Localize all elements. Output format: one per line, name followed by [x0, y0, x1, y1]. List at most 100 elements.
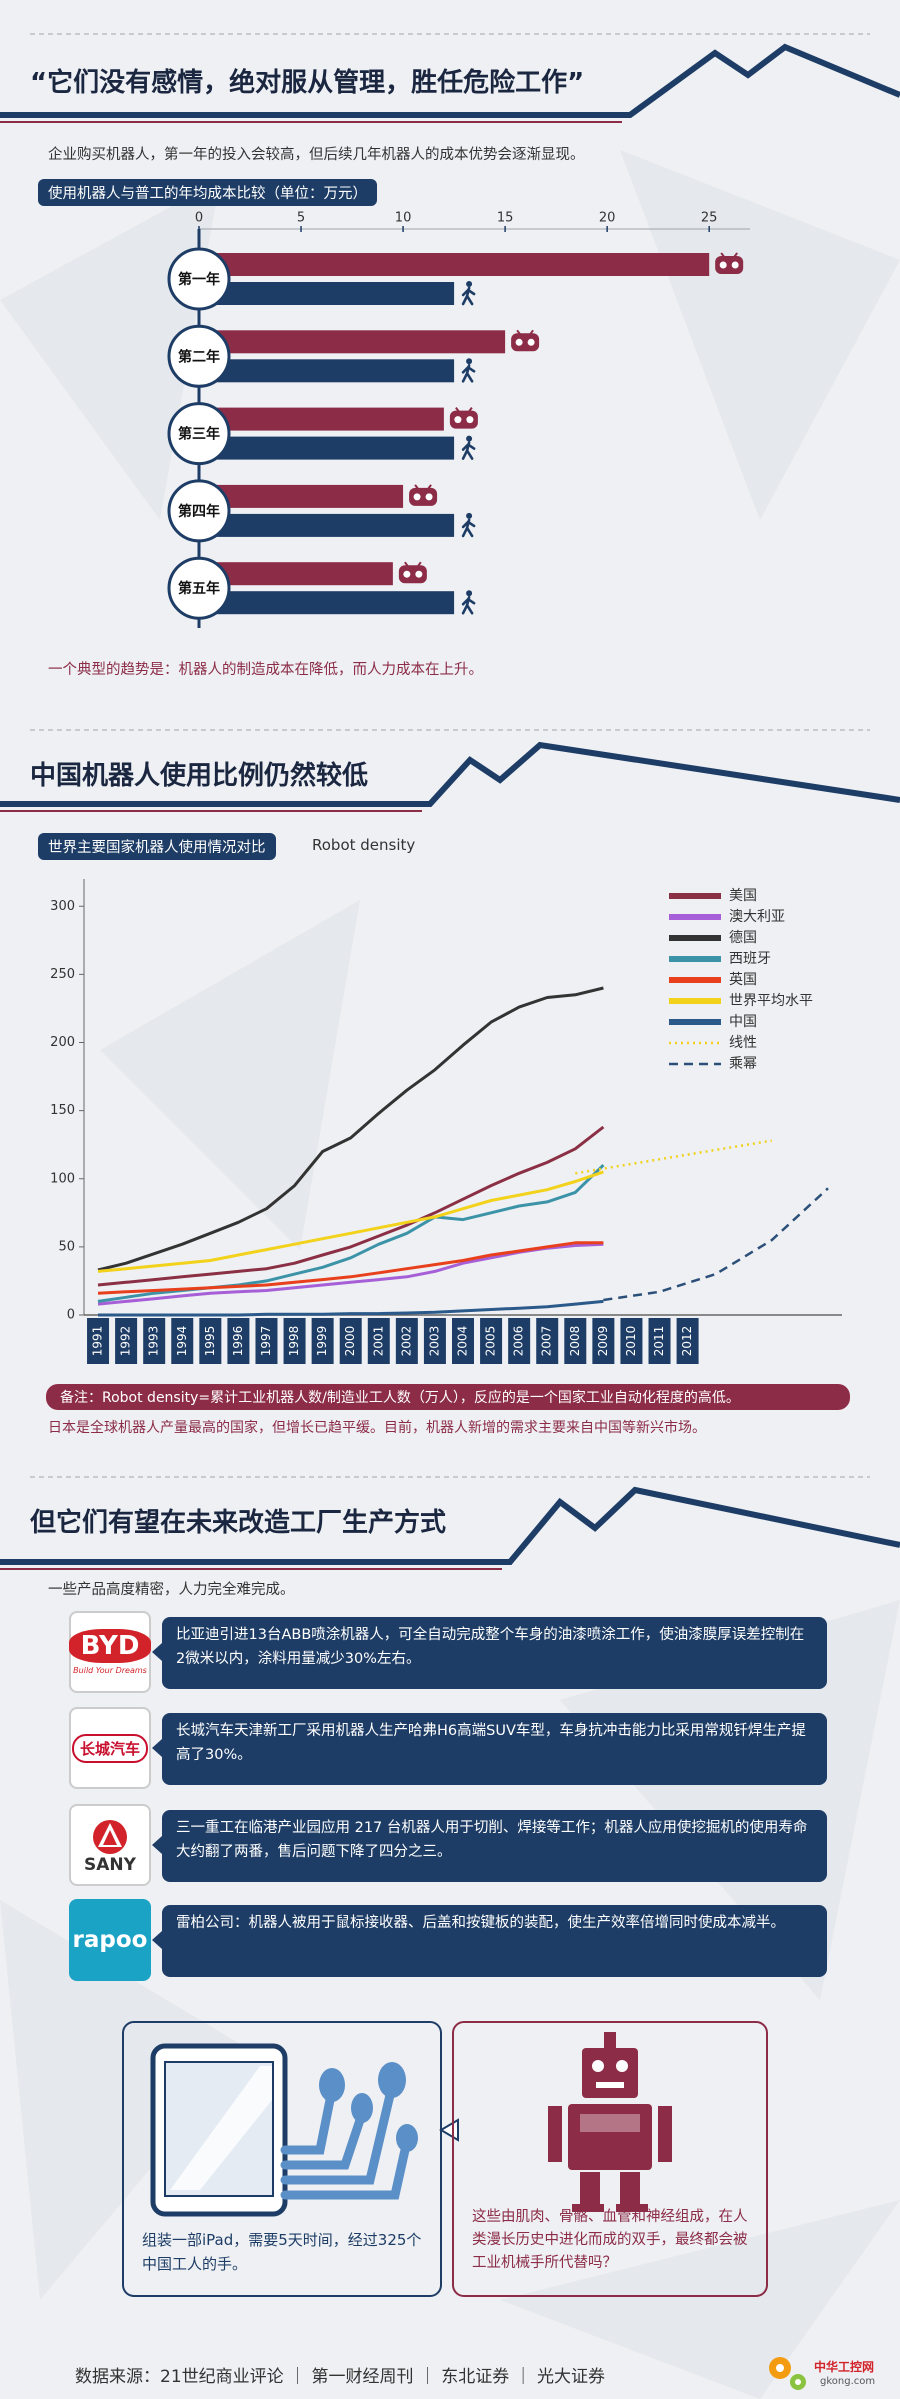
series-line — [603, 1187, 829, 1302]
category-badge — [167, 479, 231, 543]
x-tick-box — [199, 1318, 222, 1364]
x-tick-label: 2000 — [343, 1326, 357, 1357]
section-note: 一个典型的趋势是：机器人的制造成本在降低，而人力成本在上升。 — [48, 662, 483, 678]
icon-part — [466, 416, 474, 424]
logo-sany: SANY — [69, 1804, 151, 1886]
icon-part — [409, 487, 438, 506]
x-tick-label: 1995 — [203, 1326, 217, 1357]
x-tick-label: 1994 — [175, 1326, 189, 1357]
x-tick-label: 1998 — [287, 1326, 301, 1357]
logo-mark — [93, 1820, 127, 1854]
x-tick-label: 1996 — [231, 1326, 245, 1357]
x-tick-box — [620, 1318, 643, 1364]
ipad-illustration — [150, 2043, 459, 2217]
logo-subtext: Build Your Dreams — [73, 1666, 147, 1675]
section-heading: 中国机器人使用比例仍然较低 — [30, 761, 369, 791]
case-text: 长城汽车天津新工厂采用机器人生产哈弗H6高端SUV车型，车身抗冲击能力比采用常规… — [152, 1713, 827, 1785]
icon-part — [425, 493, 433, 501]
x-tick-label: 2004 — [456, 1326, 470, 1357]
person-icon — [461, 358, 476, 383]
x-tick-label: 2001 — [371, 1326, 385, 1357]
category-badge — [167, 247, 231, 311]
chart-title: 使用机器人与普工的年均成本比较（单位：万元） — [38, 179, 377, 206]
icon-part — [461, 363, 476, 383]
panel-robot — [452, 2021, 768, 2297]
icon-part — [449, 410, 478, 429]
x-tick-box — [227, 1318, 250, 1364]
chart-note: 日本是全球机器人产量最高的国家，但增长已趋平缓。目前，机器人新增的需求主要来自中… — [48, 1420, 706, 1436]
icon-part — [461, 595, 476, 615]
robot-icon — [398, 561, 427, 584]
icon-part — [403, 570, 411, 578]
panel-text: 组装一部iPad，需要5天时间，经过325个中国工人的手。 — [142, 2231, 422, 2273]
x-tick-box — [480, 1318, 503, 1364]
category-badge — [167, 324, 231, 388]
x-tick-box — [339, 1318, 362, 1364]
bar — [199, 436, 455, 460]
y-tick-label: 250 — [50, 967, 75, 982]
series-line — [97, 986, 604, 1272]
logo-text: 长城汽车 — [71, 1733, 148, 1763]
x-tick-box — [87, 1318, 110, 1364]
x-tick-label: 2002 — [399, 1326, 413, 1357]
x-tick-box — [676, 1318, 699, 1364]
x-tick-box — [564, 1318, 587, 1364]
x-tick-label: 0 — [195, 211, 203, 226]
y-tick-label: 50 — [58, 1239, 75, 1254]
case-text: 雷柏公司：机器人被用于鼠标接收器、后盖和按键板的装配，使生产效率倍增同时使成本减… — [152, 1905, 827, 1977]
x-tick-box — [395, 1318, 418, 1364]
x-tick-box — [508, 1318, 531, 1364]
watermark-gear — [769, 2357, 806, 2390]
x-tick-label: 2007 — [540, 1326, 554, 1357]
section-intro: 一些产品高度精密，人力完全难完成。 — [48, 1582, 295, 1598]
section-heading: 但它们有望在未来改造工厂生产方式 — [30, 1508, 447, 1538]
category-label: 第二年 — [178, 348, 220, 365]
icon-part — [466, 590, 473, 597]
background-pattern — [0, 150, 900, 2399]
bar — [199, 282, 455, 305]
logo-greatwall: 长城汽车 — [69, 1707, 151, 1789]
series-line — [98, 1299, 604, 1317]
category-label: 第四年 — [178, 503, 220, 520]
category-label: 第五年 — [178, 580, 220, 597]
category-badge — [167, 402, 231, 466]
x-tick-label: 2003 — [427, 1326, 441, 1357]
robot-icon — [715, 252, 744, 274]
legend-label: 澳大利亚 — [729, 909, 785, 925]
x-tick-label: 2006 — [512, 1326, 526, 1357]
series-line — [97, 1242, 604, 1306]
robot-icon — [409, 484, 438, 506]
x-tick-box — [452, 1318, 474, 1364]
robot-icon — [449, 407, 478, 429]
icon-part — [466, 281, 473, 287]
icon-part — [715, 256, 744, 274]
legend-label: 美国 — [729, 888, 757, 904]
watermark: gkong.com — [820, 2376, 876, 2387]
icon-part — [466, 358, 473, 365]
robot-icon — [511, 329, 540, 352]
x-tick-box — [423, 1318, 446, 1364]
logo-text: BYD — [68, 1629, 152, 1663]
separators — [30, 33, 870, 1478]
y-tick-label: 100 — [50, 1171, 75, 1186]
icon-part — [466, 435, 473, 442]
x-tick-label: 1993 — [147, 1326, 161, 1357]
x-tick-label: 15 — [497, 211, 514, 226]
legend-label: 世界平均水平 — [729, 993, 813, 1009]
icon-part — [461, 518, 476, 538]
x-tick-label: 2011 — [652, 1326, 666, 1357]
bar — [199, 562, 393, 586]
icon-part — [461, 441, 476, 460]
x-tick-label: 2008 — [568, 1326, 582, 1357]
icon-part — [415, 570, 423, 578]
chart-subtitle: Robot density — [312, 836, 416, 854]
x-tick-box — [283, 1318, 306, 1364]
x-tick-label: 20 — [599, 211, 616, 226]
bar — [199, 591, 455, 615]
panel-ipad — [122, 2021, 442, 2297]
icon-part — [461, 286, 476, 306]
panel-text: 这些由肌肉、骨骼、血管和神经组成，在人类漫长历史中进化而成的双手，最终都会被工业… — [472, 2209, 748, 2272]
y-tick-label: 150 — [50, 1103, 75, 1118]
category-label: 第三年 — [178, 426, 220, 443]
series-line — [97, 1241, 604, 1295]
